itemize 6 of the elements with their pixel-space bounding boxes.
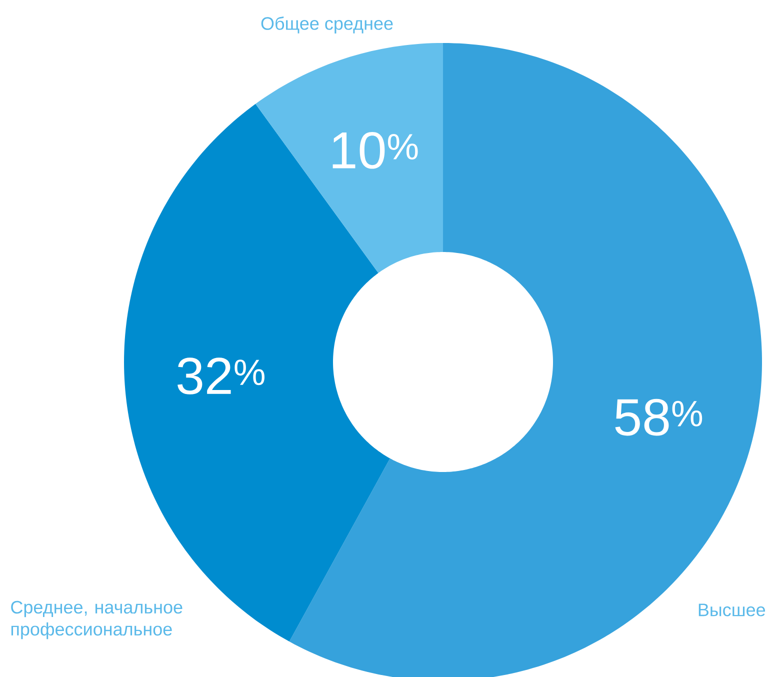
data-label: 10$^{%}$ bbox=[332, 132, 418, 169]
data-label: 58$^{%}$ bbox=[615, 398, 702, 436]
slice-label: Среднее, начальное профессиональное bbox=[11, 600, 182, 640]
data-label: 32$^{%}$ bbox=[178, 358, 264, 394]
slice-label: Высшее bbox=[698, 604, 766, 616]
slice-label: Общее среднее bbox=[261, 16, 393, 34]
